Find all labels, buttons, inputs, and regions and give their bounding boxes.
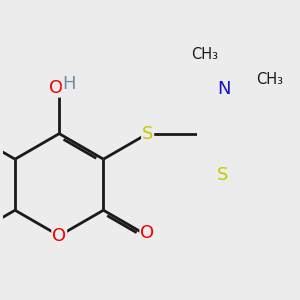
Text: CH₃: CH₃ <box>191 47 218 62</box>
Text: N: N <box>218 80 231 98</box>
Text: CH₃: CH₃ <box>256 72 283 87</box>
Text: S: S <box>142 124 153 142</box>
Text: H: H <box>63 75 76 93</box>
Text: O: O <box>140 224 154 242</box>
Text: O: O <box>49 79 63 97</box>
Text: O: O <box>52 227 66 245</box>
Text: S: S <box>217 166 228 184</box>
